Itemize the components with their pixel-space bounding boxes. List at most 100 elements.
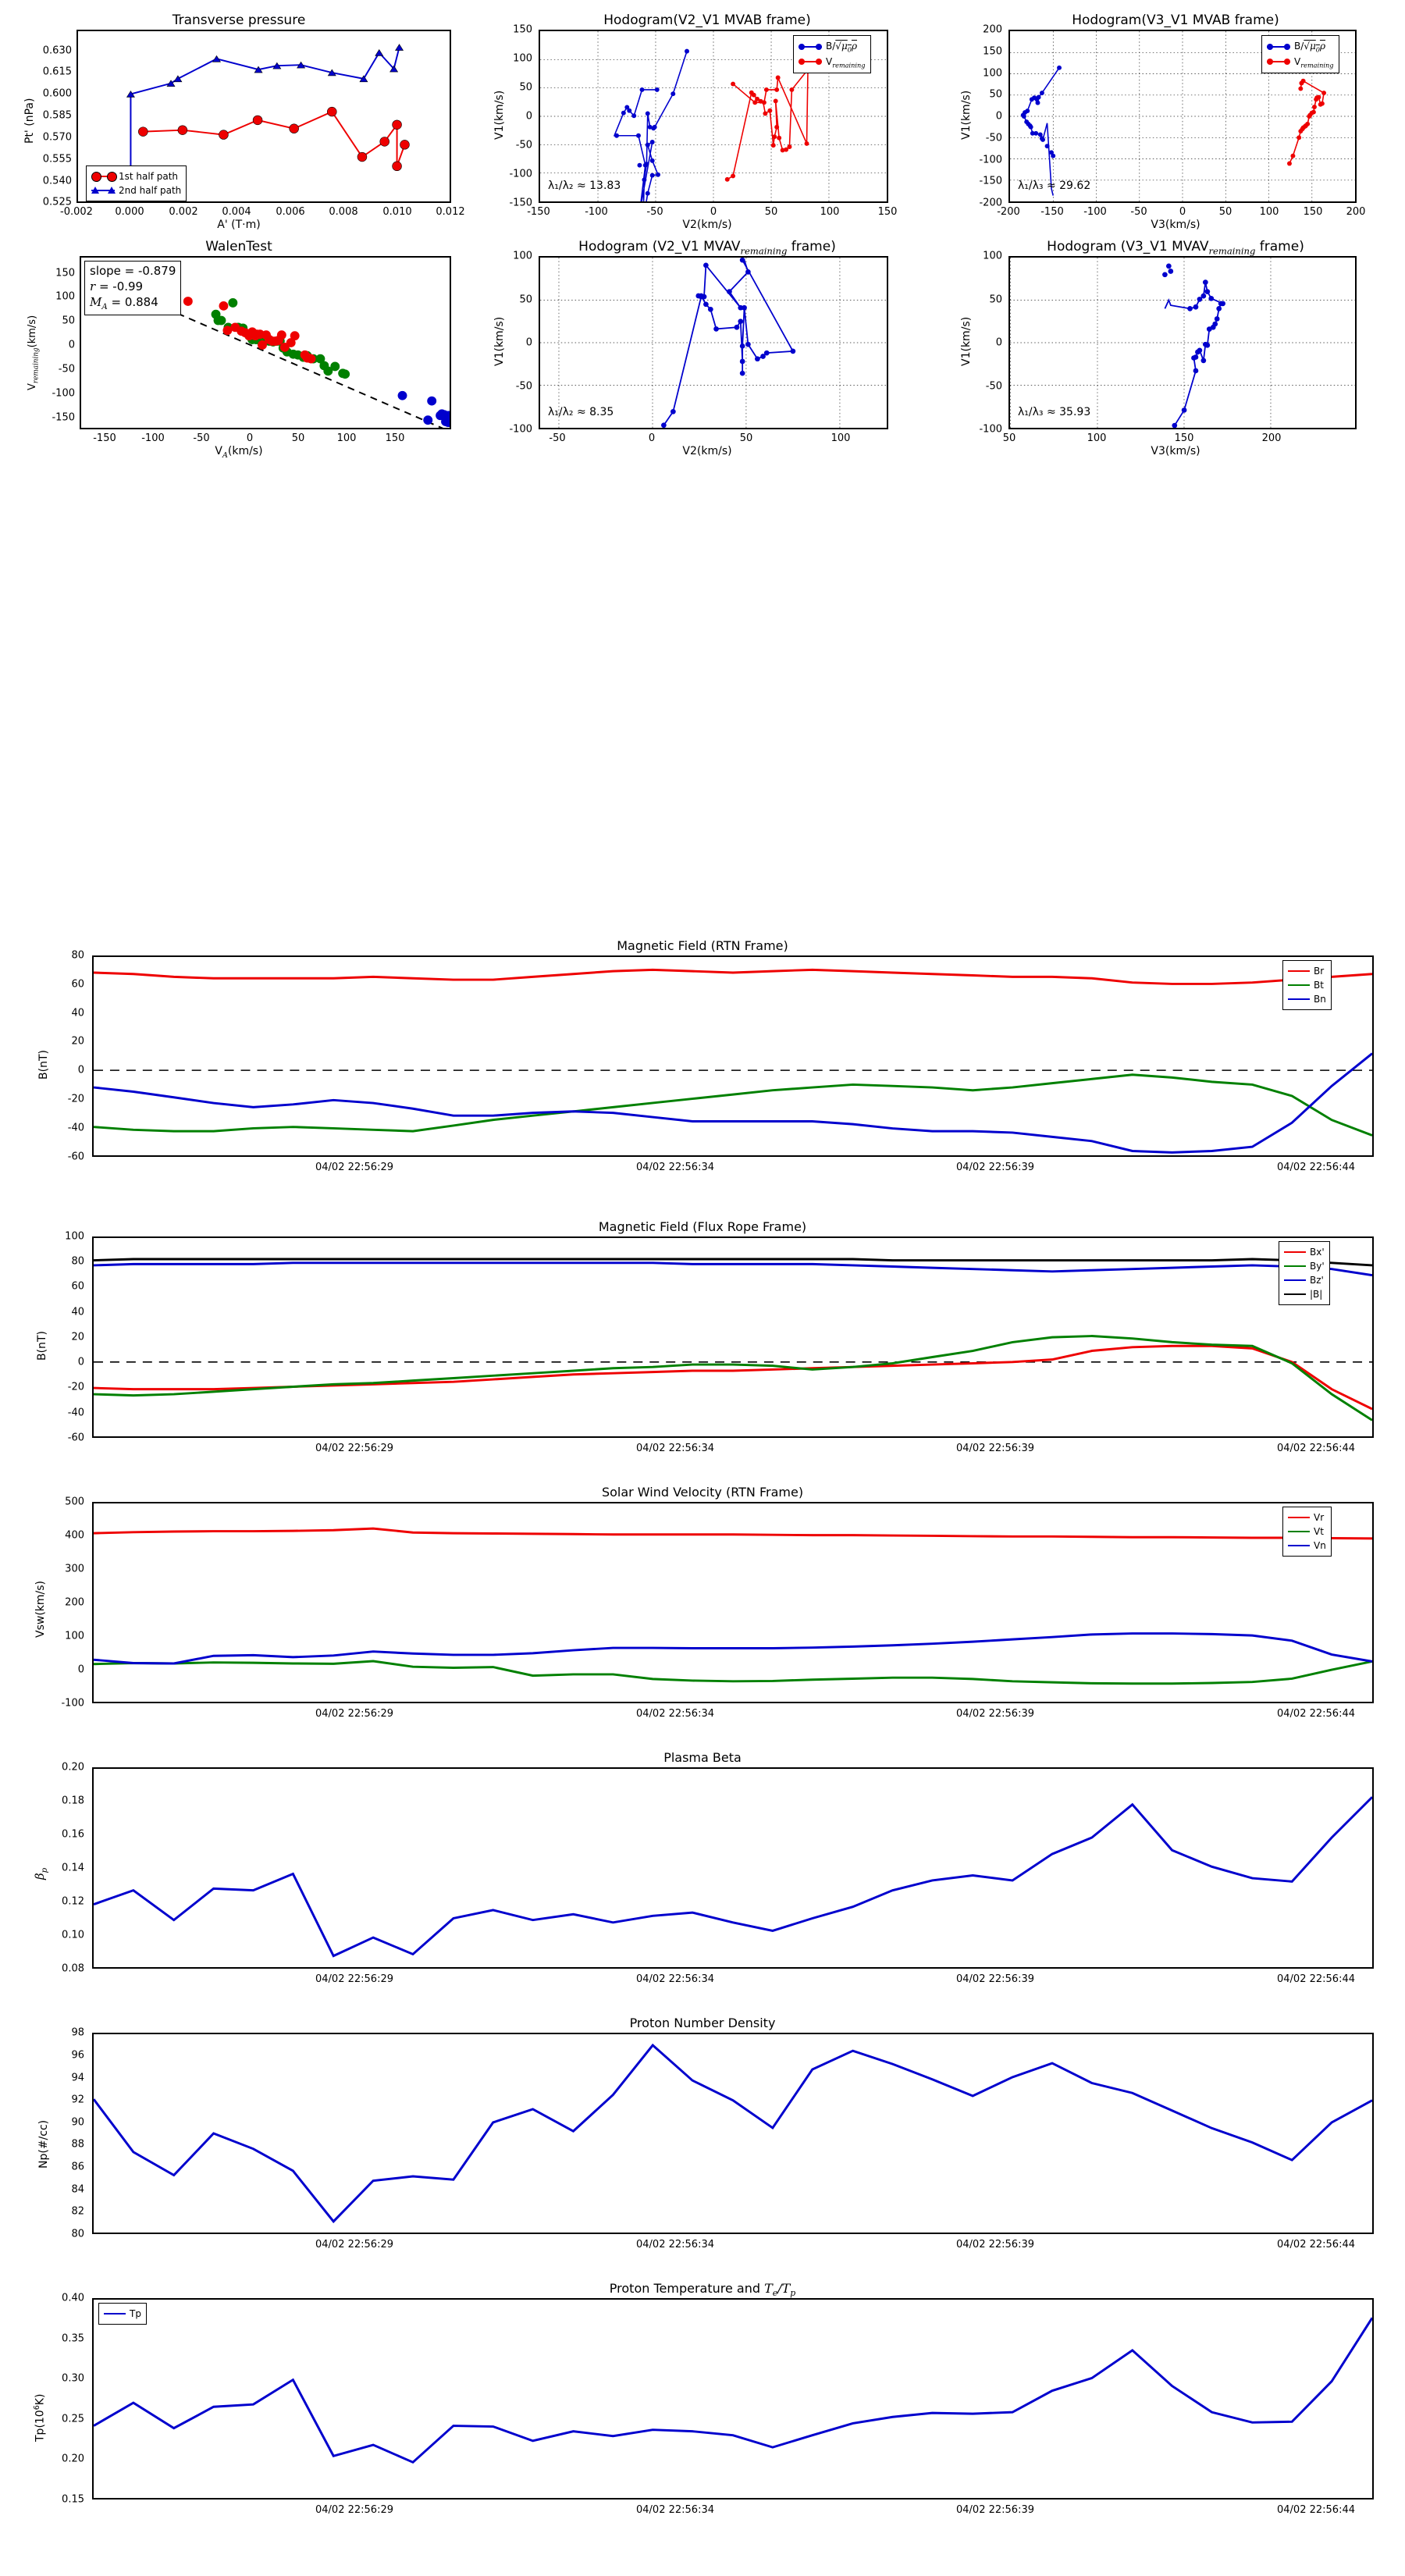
scatter-blue-points: [397, 390, 450, 428]
legend-label: Tp: [130, 2308, 141, 2319]
xtick-label: 04/02 22:56:44: [1277, 1443, 1355, 1454]
ytick-label: 150: [983, 45, 1002, 58]
xaxis-label: V3(km/s): [1151, 219, 1200, 231]
xtick-label: 150: [877, 206, 898, 218]
xtick-label: 100: [1259, 206, 1279, 218]
legend-item-v-remaining[interactable]: Vremaining: [1267, 55, 1334, 70]
ytick-label: -150: [52, 411, 75, 424]
legend-transverse-pressure[interactable]: 1st half path 2nd half path: [86, 165, 187, 201]
ytick-label: 100: [983, 250, 1002, 262]
series-br: [94, 968, 1372, 985]
xtick-label: 04/02 22:56:29: [315, 2239, 393, 2250]
legend-hodogram-v2v1-mvab[interactable]: B/√μ0ρ Vremaining: [793, 35, 871, 74]
panel-title: Magnetic Field (RTN Frame): [617, 938, 788, 953]
legend-item-b-alfven[interactable]: B/√μ0ρ: [799, 39, 866, 55]
ytick-label: 400: [65, 1529, 84, 1542]
eigenvalue-ratio-annotation: λ₁/λ₃ ≈ 29.62: [1018, 180, 1091, 192]
ytick-label: 40: [71, 1007, 84, 1019]
legend-label: Vremaining: [1294, 55, 1334, 69]
legend-label: Vn: [1314, 1540, 1326, 1551]
legend-item-bt[interactable]: Bt: [1288, 978, 1326, 992]
legend-item-vr[interactable]: Vr: [1288, 1510, 1326, 1525]
yaxis-label: Np(#/cc): [37, 2119, 50, 2169]
legend-item-1st-half-path[interactable]: 1st half path: [91, 169, 181, 183]
legend-item-by-prime[interactable]: By': [1284, 1259, 1325, 1273]
legend-vsw-rtn[interactable]: Vr Vt Vn: [1282, 1507, 1332, 1557]
ytick-label: 150: [513, 23, 532, 36]
plot-area-np: [92, 2033, 1374, 2234]
ytick-label: 0: [68, 339, 75, 351]
hodogram-v3v1-mvab-svg: [1010, 31, 1355, 201]
xtick-label: 50: [291, 432, 305, 444]
legend-tp[interactable]: Tp: [98, 2303, 147, 2325]
ytick-label: 100: [513, 250, 532, 262]
xtick-label: 0.012: [436, 206, 465, 218]
series-bn: [94, 1052, 1372, 1154]
xtick-label: -50: [549, 432, 566, 444]
series-b-alfven-markers: [1020, 65, 1062, 158]
panel-title: Transverse pressure: [172, 12, 306, 28]
ytick-label: 60: [71, 1280, 84, 1293]
yaxis-label: V1(km/s): [960, 90, 973, 140]
panel-title: Plasma Beta: [663, 1750, 742, 1765]
xtick-label: 04/02 22:56:44: [1277, 1162, 1355, 1173]
panel-plasma-beta: Plasma Beta 0.20 0.18 0.16 0.14 0.12 0.1…: [16, 1747, 1389, 2005]
ytick-label: 80: [71, 1255, 84, 1268]
ytick-label: 0.570: [42, 131, 72, 144]
series-v1-v3-trajectory: [1164, 282, 1223, 426]
xtick-label: 04/02 22:56:34: [636, 1162, 714, 1173]
legend-item-vn[interactable]: Vn: [1288, 1539, 1326, 1553]
legend-item-tp[interactable]: Tp: [104, 2307, 141, 2321]
xtick-label: 04/02 22:56:34: [636, 2239, 714, 2250]
xtick-label: 100: [336, 432, 357, 444]
stat-slope: slope = -0.879: [90, 264, 176, 278]
ytick-label: 92: [71, 2094, 84, 2106]
xtick-label: 50: [1218, 206, 1232, 218]
legend-label: 2nd half path: [119, 185, 182, 196]
ytick-label: -50: [985, 380, 1002, 393]
yaxis-label: V1(km/s): [493, 316, 506, 366]
ytick-label: 80: [71, 2228, 84, 2240]
panel-transverse-pressure: Transverse pressure: [14, 11, 465, 231]
ytick-label: 0.555: [42, 153, 72, 165]
legend-item-b-magnitude[interactable]: |B|: [1284, 1287, 1325, 1301]
series-np: [94, 2043, 1372, 2224]
ytick-label: -60: [67, 1432, 84, 1444]
xtick-label: 200: [1346, 206, 1366, 218]
eigenvalue-ratio-annotation: λ₁/λ₃ ≈ 35.93: [1018, 406, 1091, 418]
xtick-label: -150: [1040, 206, 1064, 218]
line-dot-marker-icon: [799, 57, 822, 66]
legend-item-2nd-half-path[interactable]: 2nd half path: [91, 183, 181, 197]
legend-item-b-alfven[interactable]: B/√μ0ρ: [1267, 39, 1334, 55]
legend-item-vt[interactable]: Vt: [1288, 1525, 1326, 1539]
yaxis-label: Tp(106K): [33, 2393, 47, 2442]
xtick-label: 04/02 22:56:39: [956, 1162, 1034, 1173]
legend-hodogram-v3v1-mvab[interactable]: B/√μ0ρ Vremaining: [1261, 35, 1339, 74]
legend-item-bx-prime[interactable]: Bx': [1284, 1245, 1325, 1259]
xtick-label: 04/02 22:56:39: [956, 1443, 1034, 1454]
legend-item-br[interactable]: Br: [1288, 964, 1326, 978]
xtick-label: 0.000: [115, 206, 144, 218]
legend-label: By': [1310, 1261, 1325, 1272]
ytick-label: 0.615: [42, 66, 72, 78]
xaxis-label: A' (T·m): [217, 219, 261, 231]
series-vr: [94, 1527, 1372, 1540]
series-v-remaining-markers: [1286, 78, 1327, 166]
legend-label: Br: [1314, 966, 1325, 977]
legend-b-rtn[interactable]: Br Bt Bn: [1282, 960, 1332, 1010]
legend-item-v-remaining[interactable]: Vremaining: [799, 55, 866, 70]
xtick-label: -50: [1130, 206, 1147, 218]
xaxis-label: VA(km/s): [215, 445, 263, 460]
legend-item-bn[interactable]: Bn: [1288, 992, 1326, 1006]
ytick-label: 0.10: [62, 1929, 84, 1941]
ytick-label: 0: [525, 336, 532, 349]
ytick-label: -40: [67, 1407, 84, 1419]
legend-item-bz-prime[interactable]: Bz': [1284, 1273, 1325, 1287]
ytick-label: 0.20: [62, 2453, 84, 2465]
ytick-label: 100: [65, 1630, 84, 1642]
xtick-label: 100: [831, 432, 851, 444]
yaxis-label: Vremaining(km/s): [27, 315, 41, 390]
xtick-label: 04/02 22:56:29: [315, 2504, 393, 2516]
legend-b-fluxrope[interactable]: Bx' By' Bz' |B|: [1279, 1241, 1330, 1305]
xtick-label: 04/02 22:56:39: [956, 2504, 1034, 2516]
